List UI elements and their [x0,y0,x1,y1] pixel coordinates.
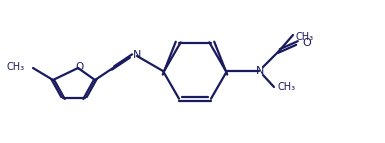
Text: O: O [302,38,311,48]
Text: N: N [133,50,141,60]
Text: CH₃: CH₃ [7,62,25,72]
Text: N: N [256,66,264,76]
Text: O: O [75,62,83,72]
Text: CH₃: CH₃ [277,82,295,92]
Text: CH₃: CH₃ [296,32,314,42]
